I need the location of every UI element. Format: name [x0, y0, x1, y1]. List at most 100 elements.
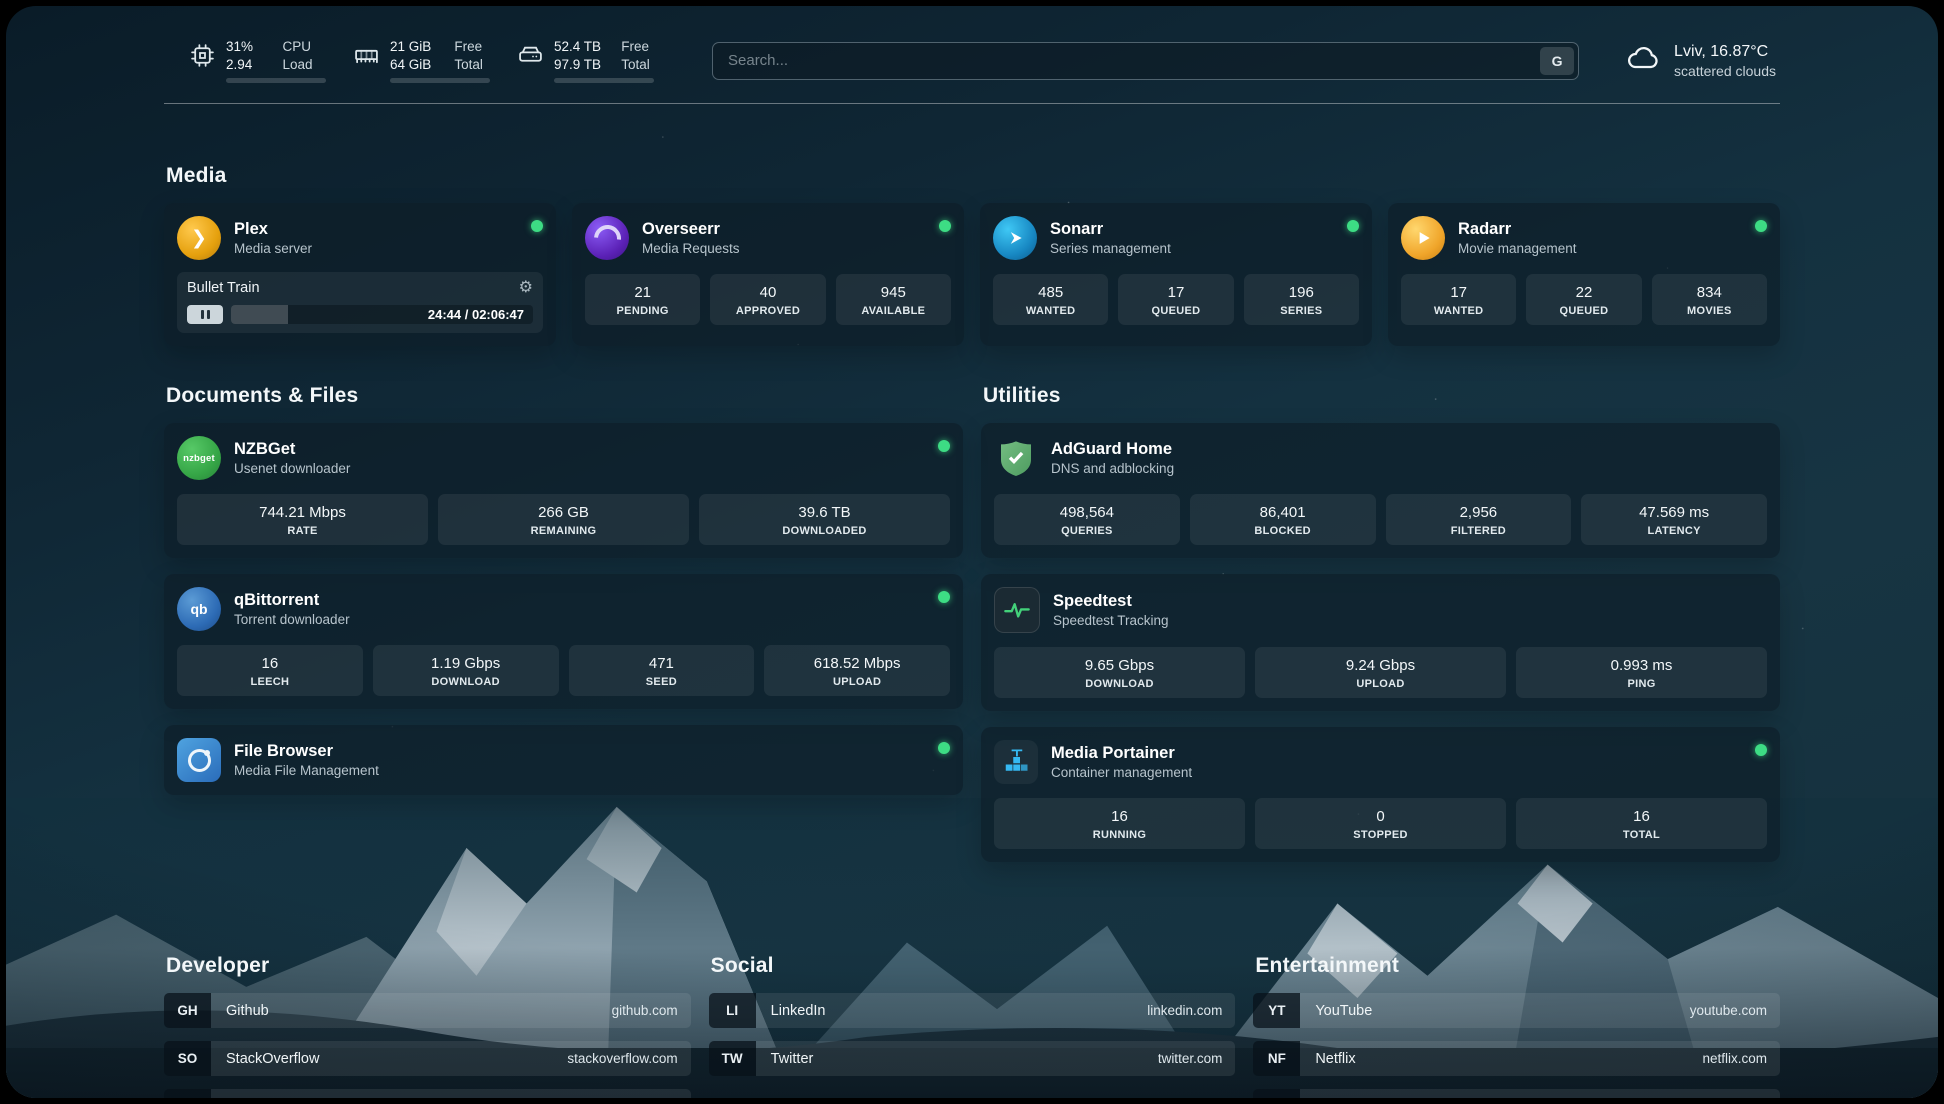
stat-label: APPROVED — [735, 305, 801, 317]
plex-icon: ❯ — [177, 216, 221, 260]
stat-value: 22 — [1575, 284, 1593, 301]
service-card-portainer[interactable]: Media Portainer Container management 16 … — [981, 727, 1780, 862]
section-documents: Documents & Files nzbget NZBGet Usenet d… — [164, 384, 963, 811]
bookmark-label: LinkedIn — [770, 1002, 826, 1019]
disk-total-value: 97.9 TB — [554, 56, 602, 72]
stat-remaining: 266 GB REMAINING — [438, 494, 689, 545]
bookmark-group-developer: Developer GH Github github.com SO StackO… — [164, 954, 691, 1098]
stat-value: 40 — [759, 284, 777, 301]
stat-value: 17 — [1167, 284, 1185, 301]
service-card-plex[interactable]: ❯ Plex Media server Bullet Train ⚙ — [164, 203, 556, 346]
stat-wanted: 485 WANTED — [993, 274, 1109, 325]
disk-icon — [518, 43, 543, 73]
bookmark-abbr: NF — [1253, 1041, 1301, 1076]
service-card-adguard[interactable]: AdGuard Home DNS and adblocking 498,564 … — [981, 423, 1780, 558]
memory-monitor: 21 GiB Free 64 GiB Total — [354, 38, 490, 83]
search-provider-button[interactable]: G — [1540, 46, 1575, 75]
disk-free-label: Free — [621, 39, 650, 54]
stat-rate: 744.21 Mbps RATE — [177, 494, 428, 545]
stat-label: STOPPED — [1353, 829, 1408, 841]
topbar-divider — [164, 103, 1780, 104]
stat-label: PENDING — [616, 305, 669, 317]
stat-value: 1.19 Gbps — [431, 655, 501, 672]
service-card-nzbget[interactable]: nzbget NZBGet Usenet downloader 744.21 M… — [164, 423, 963, 558]
cpu-load-label: Load — [282, 56, 313, 72]
bookmark-abbr: RE — [1253, 1089, 1301, 1098]
bookmark-url: netflix.com — [1702, 1051, 1767, 1066]
bookmark-abbr: GH — [164, 993, 211, 1028]
service-card-speedtest[interactable]: Speedtest Speedtest Tracking 9.65 Gbps D… — [981, 574, 1780, 711]
stat-label: RATE — [287, 525, 318, 537]
service-card-qbittorrent[interactable]: qb qBittorrent Torrent downloader 16 LEE… — [164, 574, 963, 709]
service-card-overseerr[interactable]: Overseerr Media Requests 21 PENDING — [572, 203, 964, 346]
service-card-filebrowser[interactable]: File Browser Media File Management — [164, 725, 963, 795]
bookmark-twitter[interactable]: TW Twitter twitter.com — [708, 1041, 1236, 1076]
stat-value: 9.65 Gbps — [1084, 657, 1155, 674]
section-title-social: Social — [710, 954, 774, 977]
bookmark-label: Netflix — [1315, 1050, 1356, 1067]
status-dot — [938, 742, 950, 754]
section-title-utilities: Utilities — [983, 384, 1061, 407]
stat-value: 86,401 — [1259, 504, 1306, 521]
stat-approved: 40 APPROVED — [710, 274, 826, 325]
stat-value: 39.6 TB — [798, 504, 851, 521]
stat-label: AVAILABLE — [861, 305, 926, 317]
bookmark-url: youtube.com — [1689, 1003, 1767, 1018]
stat-value: 16 — [1633, 808, 1650, 825]
section-title-developer: Developer — [166, 954, 270, 977]
service-card-sonarr[interactable]: Sonarr Series management 485 WANTED — [980, 203, 1372, 346]
stat-seed: 471 SEED — [568, 645, 755, 696]
bookmark-label: Github — [226, 1002, 269, 1019]
bookmark-youtube[interactable]: YT YouTube youtube.com — [1253, 993, 1780, 1028]
status-dot — [531, 220, 543, 232]
stat-value: 471 — [648, 655, 674, 672]
status-dot — [938, 440, 950, 452]
bookmark-linkedin[interactable]: LI LinkedIn linkedin.com — [708, 993, 1236, 1028]
bookmark-abbr: LI — [708, 993, 756, 1028]
stat-blocked: 86,401 BLOCKED — [1189, 494, 1376, 545]
stat-label: REMAINING — [530, 525, 597, 537]
stat-value: 21 — [634, 284, 651, 301]
stat-filtered: 2,956 FILTERED — [1385, 494, 1572, 545]
stat-label: DOWNLOADED — [782, 525, 867, 537]
weather-widget[interactable]: Lviv, 16.87°C scattered clouds — [1625, 40, 1780, 81]
stat-label: DOWNLOAD — [1085, 678, 1154, 690]
pause-button[interactable] — [187, 305, 223, 324]
stat-downloaded: 39.6 TB DOWNLOADED — [699, 494, 950, 545]
playback-progress-bar[interactable]: 24:44 / 02:06:47 — [231, 305, 533, 324]
bookmark-reddit[interactable]: RE Reddit reddit.com — [1253, 1089, 1780, 1098]
gear-icon[interactable]: ⚙ — [518, 279, 533, 296]
stat-label: SERIES — [1280, 305, 1323, 317]
speedtest-icon — [994, 587, 1040, 633]
service-subtitle: Speedtest Tracking — [1053, 613, 1169, 628]
qbittorrent-icon: qb — [177, 587, 221, 631]
now-playing-title: Bullet Train — [187, 280, 260, 296]
portainer-icon — [994, 740, 1038, 784]
stat-label: DOWNLOAD — [431, 676, 500, 688]
bookmark-stackoverflow[interactable]: SO StackOverflow stackoverflow.com — [164, 1041, 691, 1076]
bookmark-github[interactable]: GH Github github.com — [164, 993, 691, 1028]
stat-label: BLOCKED — [1254, 525, 1311, 537]
status-dot — [1347, 220, 1359, 232]
cloud-icon — [1625, 40, 1661, 81]
stat-pending: 21 PENDING — [585, 274, 701, 325]
memory-free-label: Free — [454, 39, 483, 54]
section-title-documents: Documents & Files — [166, 384, 359, 407]
bookmark-netflix[interactable]: NF Netflix netflix.com — [1253, 1041, 1780, 1076]
stat-upload: 618.52 Mbps UPLOAD — [764, 645, 950, 696]
stat-wanted: 17 WANTED — [1401, 274, 1517, 325]
stat-label: UPLOAD — [833, 676, 882, 688]
status-dot — [1755, 220, 1767, 232]
search-input[interactable] — [712, 41, 1580, 80]
memory-progress-bar — [390, 78, 490, 83]
service-card-radarr[interactable]: Radarr Movie management 17 WANTED 2 — [1388, 203, 1780, 346]
bookmark-dev[interactable]: DT DEV dev.to — [164, 1089, 691, 1098]
bookmark-url: github.com — [611, 1003, 678, 1018]
service-subtitle: Media Requests — [642, 241, 740, 256]
stat-label: QUERIES — [1061, 525, 1113, 537]
service-subtitle: Media server — [234, 241, 313, 256]
stat-queries: 498,564 QUERIES — [994, 494, 1180, 545]
cpu-usage-value: 31% — [226, 39, 254, 54]
service-title: Sonarr — [1050, 220, 1104, 238]
top-bar: 31% CPU 2.94 Load 21 GiB Free 64 GiB — [164, 6, 1780, 83]
